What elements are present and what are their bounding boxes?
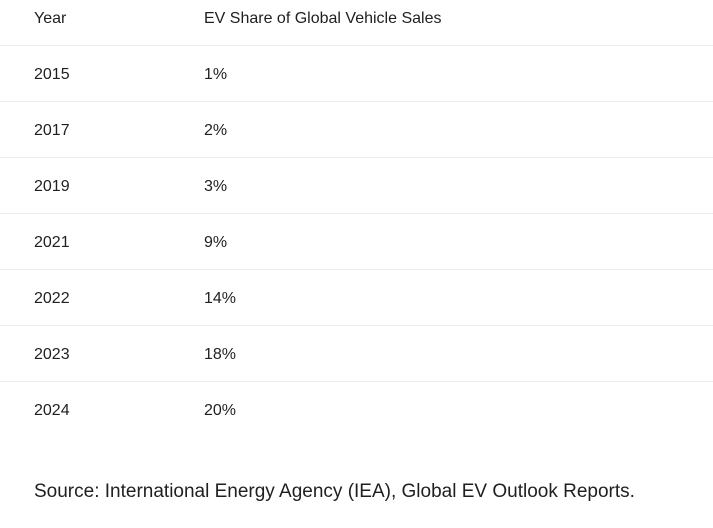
source-citation: Source: International Energy Agency (IEA… <box>34 481 635 502</box>
table-row: 2022 14% <box>0 270 713 326</box>
year-cell: 2024 <box>34 402 70 419</box>
table-row: 2015 1% <box>0 46 713 102</box>
share-cell: 3% <box>204 178 228 195</box>
year-cell: 2022 <box>34 290 70 307</box>
share-cell: 2% <box>204 122 228 139</box>
table-row: 2021 9% <box>0 214 713 270</box>
table-row: 2023 18% <box>0 326 713 382</box>
share-cell: 20% <box>204 402 237 419</box>
year-cell: 2019 <box>34 178 70 195</box>
table-row: 2024 20% <box>0 382 713 438</box>
table-header-row: Year EV Share of Global Vehicle Sales <box>0 0 713 46</box>
header-ev-share: EV Share of Global Vehicle Sales <box>204 10 442 27</box>
year-cell: 2023 <box>34 346 70 363</box>
ev-share-table: Year EV Share of Global Vehicle Sales 20… <box>0 0 713 438</box>
year-cell: 2021 <box>34 234 70 251</box>
year-cell: 2015 <box>34 66 70 83</box>
table-row: 2019 3% <box>0 158 713 214</box>
header-year: Year <box>34 10 67 27</box>
share-cell: 14% <box>204 290 237 307</box>
table-row: 2017 2% <box>0 102 713 158</box>
share-cell: 18% <box>204 346 237 363</box>
share-cell: 1% <box>204 66 228 83</box>
year-cell: 2017 <box>34 122 70 139</box>
share-cell: 9% <box>204 234 228 251</box>
